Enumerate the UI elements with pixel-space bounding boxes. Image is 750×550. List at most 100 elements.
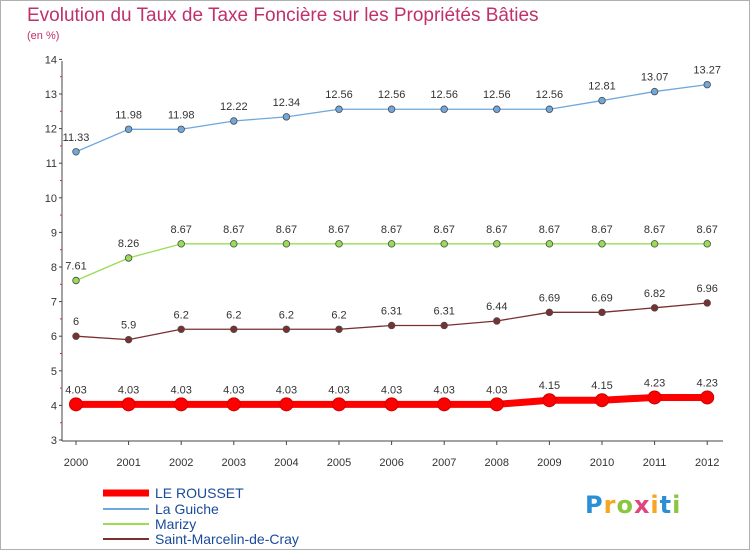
data-point [121,397,136,412]
x-tick-label: 2003 [222,457,246,469]
data-label: 4.03 [328,384,349,396]
data-point [650,304,659,312]
data-point [279,397,294,412]
data-point [387,321,396,330]
data-point [282,113,291,121]
data-point [545,308,554,317]
data-point [545,240,554,248]
data-point [282,240,291,248]
data-point [69,397,83,412]
series-layer [69,80,715,412]
x-tick-label: 2005 [327,457,351,469]
x-tick-label: 2007 [432,457,456,469]
y-tick-label: 11 [46,158,57,170]
data-point [493,105,501,113]
data-label: 6.2 [279,309,294,321]
data-point [598,240,606,248]
data-label: 6 [73,316,79,328]
y-tick-label: 10 [45,193,57,205]
y-tick-label: 7 [51,297,57,309]
y-tick-label: 13 [45,89,57,101]
y-tick-label: 3 [51,435,57,447]
data-point [493,317,501,325]
x-tick-label: 2008 [485,457,509,469]
data-label: 4.03 [381,384,402,396]
legend-label: LE ROUSSET [155,485,244,501]
data-label: 12.56 [536,89,564,101]
data-point [703,240,711,248]
data-point [124,125,133,133]
data-label: 13.07 [641,72,669,84]
data-point [124,254,133,262]
data-label: 8.67 [539,224,560,236]
data-label: 6.31 [433,305,454,317]
x-tick-label: 2001 [116,457,140,469]
data-label: 8.67 [644,224,665,236]
x-tick-label: 2010 [590,457,614,469]
data-point [384,397,399,412]
data-label: 4.03 [170,384,191,396]
data-label: 6.44 [486,301,507,313]
data-label: 8.67 [223,224,244,236]
data-point [335,325,343,333]
data-label: 7.61 [65,260,86,272]
data-point [177,125,185,133]
data-label: 4.23 [644,377,665,389]
data-point [703,299,711,307]
legend-label: La Guiche [155,501,219,517]
data-point [542,393,557,408]
data-point [650,240,659,248]
data-label: 6.2 [226,309,241,321]
chart-subtitle: (en %) [27,30,60,42]
y-tick-label: 9 [51,227,57,239]
data-label: 8.67 [276,224,297,236]
data-label: 8.67 [696,224,717,236]
x-tick-label: 2011 [643,457,667,469]
data-label: 6.69 [539,292,560,304]
data-label: 8.67 [381,224,402,236]
data-label: 4.03 [486,384,507,396]
data-point [72,276,80,285]
data-point [387,105,396,113]
data-point [230,117,238,125]
data-label: 11.98 [168,109,195,121]
data-point [545,105,554,113]
axes: 3 4 5 6 7 8 9 10 11 12 13 14 2000 2001 2002 2003 2004 200… [45,54,723,469]
data-point [598,96,606,105]
data-label: 4.23 [696,377,717,389]
data-label: 6.31 [381,305,402,317]
data-label: 4.03 [276,384,297,396]
data-label: 12.34 [273,97,301,109]
y-tick-label: 12 [45,124,57,136]
data-label: 6.2 [174,309,189,321]
data-label: 4.15 [591,380,612,392]
y-tick-label: 4 [51,400,57,412]
data-label: 12.56 [430,89,458,101]
data-label: 6.2 [331,309,346,321]
data-label: 6.96 [696,283,717,295]
data-label: 4.03 [65,384,86,396]
data-label: 4.03 [118,384,139,396]
x-tick-label: 2006 [379,457,403,469]
data-labels-layer: 11.33 11.98 11.98 12.22 12.34 12.56 12.56 12.56… [63,65,721,397]
series-line-2 [75,243,708,282]
data-label: 6.82 [644,288,665,300]
data-point [174,397,189,412]
data-label: 8.26 [118,238,139,250]
data-label: 13.27 [693,65,721,77]
data-point [282,325,291,333]
data-point [493,240,501,248]
legend-label: Marizy [155,516,196,532]
data-point [177,325,185,333]
data-label: 8.67 [328,224,349,236]
y-tick-label: 6 [51,331,57,343]
data-label: 12.56 [483,89,511,101]
data-label: 8.67 [433,224,454,236]
data-point [440,105,448,113]
data-point [647,390,662,405]
data-point [703,80,711,89]
chart-title: Evolution du Taux de Taxe Foncière sur l… [27,5,539,26]
x-tick-label: 2002 [169,457,193,469]
